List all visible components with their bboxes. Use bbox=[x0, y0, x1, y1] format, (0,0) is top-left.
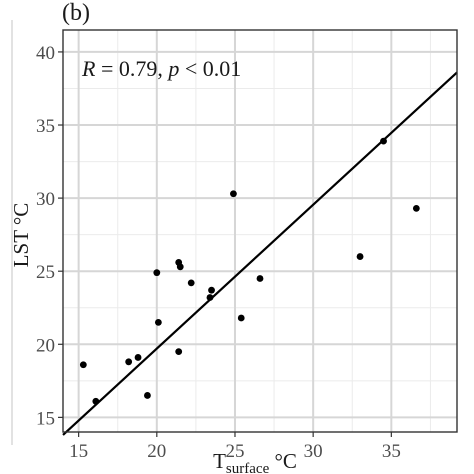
data-point bbox=[256, 275, 264, 282]
annotation-p: p bbox=[166, 56, 179, 81]
data-point bbox=[79, 361, 87, 369]
data-point bbox=[125, 358, 133, 366]
x-axis-title: Tsurface °C bbox=[213, 449, 297, 474]
x-tick-label: 30 bbox=[304, 441, 323, 462]
annotation-p-value: < 0.01 bbox=[179, 56, 241, 81]
y-tick-label: 20 bbox=[36, 335, 55, 356]
panel-label: (b) bbox=[62, 0, 90, 26]
data-point bbox=[187, 279, 195, 287]
x-axis-title-subscript: surface bbox=[226, 461, 270, 474]
data-point bbox=[144, 392, 151, 399]
data-point bbox=[208, 286, 215, 294]
data-point bbox=[206, 294, 214, 301]
x-tick-label: 25 bbox=[225, 441, 244, 462]
plot-border bbox=[62, 29, 458, 433]
data-point bbox=[230, 190, 237, 198]
data-point bbox=[412, 204, 420, 212]
annotation-r-value: = 0.79, bbox=[95, 56, 168, 81]
y-tick-label: 30 bbox=[36, 189, 55, 210]
correlation-annotation: R = 0.79, p < 0.01 bbox=[81, 56, 241, 81]
x-axis-title-unit: °C bbox=[274, 449, 296, 473]
data-point bbox=[92, 397, 100, 405]
data-point bbox=[154, 318, 162, 326]
data-point bbox=[380, 137, 387, 145]
data-point bbox=[134, 354, 142, 361]
data-point bbox=[356, 253, 364, 260]
y-tick-label: 25 bbox=[36, 262, 55, 283]
plot-area: 15 20 25 30 35 15 20 25 30 35 40 bbox=[36, 29, 458, 462]
data-point bbox=[176, 263, 184, 271]
y-tick-label: 40 bbox=[36, 43, 55, 64]
annotation-r: R bbox=[81, 56, 96, 81]
x-tick-label: 15 bbox=[69, 441, 88, 462]
x-axis-title-main: T bbox=[213, 449, 226, 473]
data-point bbox=[237, 314, 245, 322]
x-tick-label: 35 bbox=[382, 441, 401, 462]
y-axis-title: LST °C bbox=[9, 203, 33, 268]
data-point bbox=[175, 348, 183, 355]
y-tick-label: 15 bbox=[36, 408, 55, 429]
regression-line bbox=[62, 71, 458, 436]
y-tick-label: 35 bbox=[36, 116, 55, 137]
x-tick-label: 20 bbox=[147, 441, 166, 462]
data-point bbox=[153, 269, 161, 277]
plot-background bbox=[63, 30, 457, 432]
